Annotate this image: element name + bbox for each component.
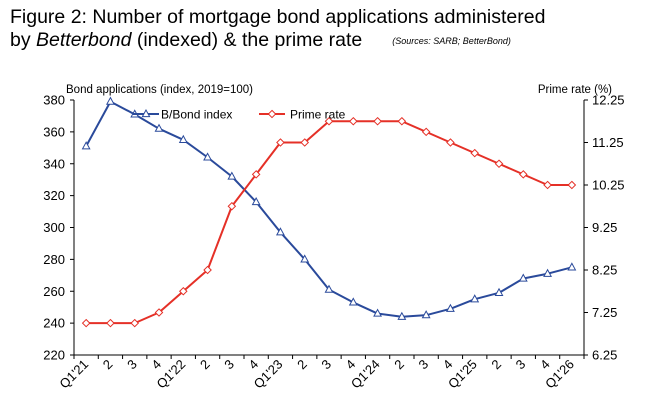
left-tick-label: 380 [43,93,65,108]
right-tick-label: 6.25 [592,348,617,363]
left-axis-label: Bond applications (index, 2019=100) [66,84,253,96]
source-note: (Sources: SARB; BetterBond) [392,36,511,46]
x-tick-label: 2 [391,357,407,373]
x-tick-label: Q1'22 [154,357,189,392]
prime-rate-point [446,138,455,147]
prime-rate-point [130,318,140,328]
right-tick-label: 10.25 [592,178,625,193]
title-line-2: by Betterbond (indexed) & the prime rate… [10,29,650,55]
prime-rate-point [421,127,431,137]
prime-rate-point [494,159,504,169]
right-tick-label: 12.25 [592,93,625,108]
x-tick-label: 4 [343,357,359,373]
prime-rate-point [251,170,261,179]
b-bond-index-point [373,308,383,317]
x-tick-label: 4 [246,357,262,373]
prime-rate-point [178,286,188,296]
x-tick-label: Q1'26 [542,357,577,392]
chart-title: Figure 2: Number of mortgage bond applic… [10,6,650,55]
right-tick-label: 9.25 [592,220,617,235]
b-bond-index-point [300,254,310,263]
prime-rate-point [203,265,212,275]
prime-rate-point [470,148,480,158]
x-tick-label: 2 [100,357,116,373]
legend-b-bond-index-label: B/Bond index [161,108,232,122]
b-bond-index-point [567,262,577,271]
x-tick-label: Q1'24 [348,357,383,392]
left-tick-label: 280 [43,252,65,267]
prime-rate-point [227,201,237,211]
x-tick-label: 3 [416,357,432,373]
x-tick-label: Q1'23 [251,357,286,392]
left-tick-label: 360 [43,124,65,139]
prime-rate-point [324,116,334,126]
title-line-1: Figure 2: Number of mortgage bond applic… [10,6,546,28]
b-bond-index-point [348,297,358,306]
title-suffix: (indexed) & the prime rate [131,29,363,51]
b-bond-index-point [227,171,237,180]
prime-rate-point [518,170,528,179]
prime-rate-point [300,138,310,147]
b-bond-index-point [518,273,528,282]
b-bond-index-point [421,310,431,319]
right-tick-label: 11.25 [592,135,624,150]
x-tick-label: 3 [318,357,334,373]
b-bond-index-point [178,134,188,143]
x-tick-label: 2 [488,357,504,373]
left-tick-label: 220 [43,348,65,363]
prime-rate-point [348,116,358,126]
prime-rate-point [276,138,285,147]
left-tick-label: 340 [43,156,65,171]
right-tick-label: 7.25 [592,305,617,320]
x-tick-label: 3 [124,357,140,373]
x-tick-label: 4 [537,357,553,373]
b-bond-index-point [494,287,504,296]
b-bond-index-point [251,196,261,206]
b-bond-index-point [105,96,115,105]
b-bond-index-point [543,268,553,277]
left-tick-label: 260 [43,284,65,299]
b-bond-index-point [470,294,480,303]
prime-rate-point [397,116,407,126]
right-tick-label: 8.25 [592,263,617,278]
b-bond-index-point [324,284,334,293]
prime-rate-point [106,318,115,328]
left-tick-label: 300 [43,220,65,235]
x-tick-label: 4 [148,357,164,373]
x-tick-label: 2 [294,357,310,373]
left-tick-label: 240 [43,316,65,331]
title-prefix: by [10,29,37,51]
series-group [81,96,577,328]
prime-rate-point [154,308,164,317]
prime-rate-point [81,318,91,328]
x-tick-label: 2 [197,357,213,373]
b-bond-index-point [445,303,455,312]
legend-prime-rate-marker [267,109,277,119]
b-bond-index-point [154,123,164,132]
prime-rate-point [543,180,552,190]
x-tick-label: 3 [221,357,237,373]
b-bond-index-point [275,227,285,236]
prime-rate-point [373,116,382,126]
left-tick-label: 320 [43,188,65,203]
b-bond-index-line [85,100,573,318]
b-bond-index-point [203,152,213,161]
b-bond-index-point [81,141,91,150]
x-tick-label: Q1'25 [445,357,480,392]
x-tick-label: 3 [513,357,529,373]
title-brand: Betterbond [36,29,132,51]
prime-rate-point [567,180,577,190]
axes: 220 240 260 280 300 320 340 360 380 6.25 7.25 8.25 9… [43,93,624,392]
legend: B/Bond index Prime rate [133,108,346,122]
legend-prime-rate-label: Prime rate [290,108,346,122]
right-axis-label: Prime rate (%) [538,84,612,96]
legend-b-bond-index-marker [141,108,151,118]
b-bond-index-point [397,311,407,320]
x-tick-label: 4 [440,357,456,373]
